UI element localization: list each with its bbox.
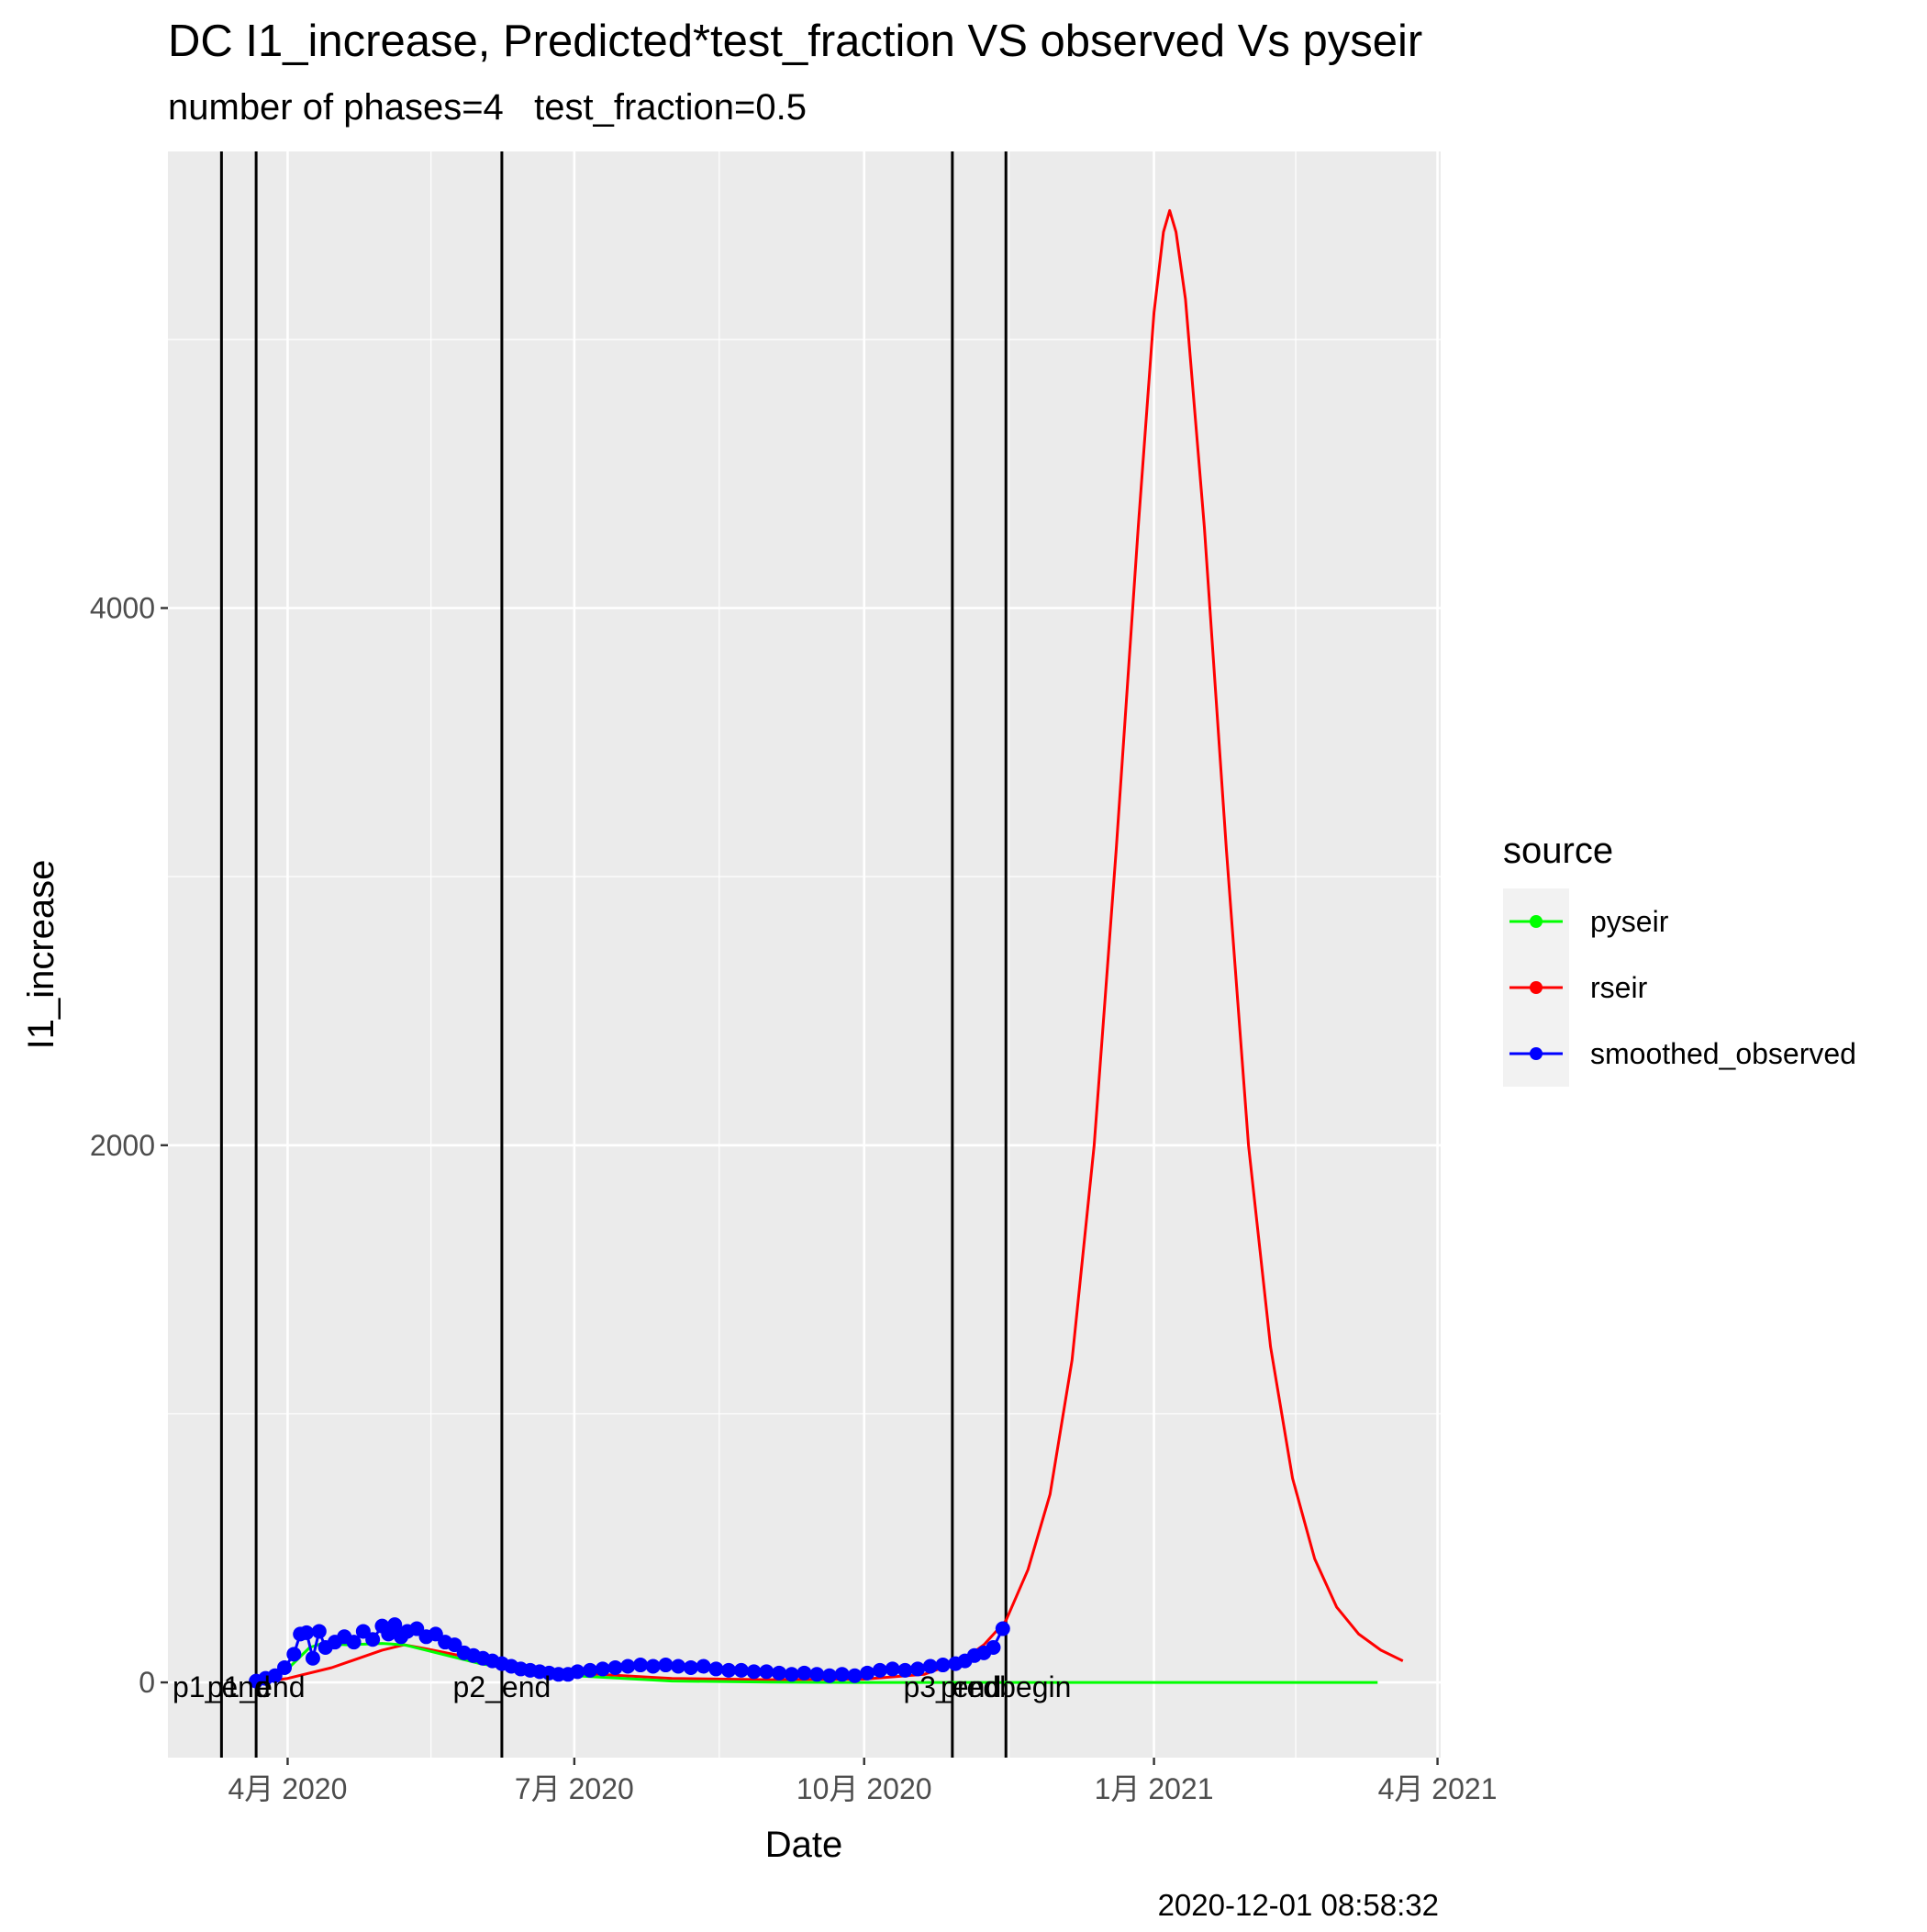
data-point-smoothed_observed xyxy=(286,1647,302,1662)
x-tick-label: 4月 2020 xyxy=(228,1772,348,1805)
data-point-smoothed_observed xyxy=(847,1668,863,1683)
data-point-smoothed_observed xyxy=(620,1658,636,1674)
data-point-smoothed_observed xyxy=(658,1658,674,1673)
phase-label: p2_end xyxy=(453,1670,551,1703)
legend-key-point xyxy=(1530,981,1543,994)
timestamp-caption: 2020-12-01 08:58:32 xyxy=(1158,1888,1439,1922)
axis-layer: 0 2000 4000 4月 2020 7月 2020 10月 2020 1月 2021 4月… xyxy=(90,591,1498,1805)
data-point-smoothed_observed xyxy=(708,1661,724,1677)
data-point-smoothed_observed xyxy=(570,1664,585,1680)
data-point-smoothed_observed xyxy=(346,1635,362,1650)
grid-layer xyxy=(168,151,1441,1758)
x-axis-title: Date xyxy=(765,1825,843,1865)
data-point-smoothed_observed xyxy=(387,1617,403,1633)
data-point-smoothed_observed xyxy=(595,1661,610,1677)
x-tick-label: 10月 2020 xyxy=(796,1772,932,1805)
y-tick-label: 4000 xyxy=(90,591,155,624)
chart-subtitle: number of phases=4 test_fraction=0.5 xyxy=(168,87,807,128)
data-point-smoothed_observed xyxy=(607,1659,623,1675)
x-tick-label: 4月 2021 xyxy=(1378,1772,1498,1805)
plot-panel xyxy=(168,151,1441,1758)
vline-layer xyxy=(219,151,1008,1758)
data-point-smoothed_observed xyxy=(796,1665,812,1681)
legend: source pyseir rseir smoothed_observed xyxy=(1503,831,1856,1087)
legend-label: pyseir xyxy=(1590,905,1669,938)
data-point-smoothed_observed xyxy=(834,1667,850,1682)
data-point-smoothed_observed xyxy=(311,1624,327,1639)
data-point-smoothed_observed xyxy=(910,1661,926,1677)
data-point-smoothed_observed xyxy=(721,1662,737,1678)
phase-label: predbegin xyxy=(941,1670,1071,1703)
data-point-smoothed_observed xyxy=(860,1665,875,1681)
data-point-smoothed_observed xyxy=(632,1658,648,1673)
data-point-smoothed_observed xyxy=(885,1661,900,1677)
phase-label: p1_end xyxy=(207,1670,306,1703)
data-point-smoothed_observed xyxy=(872,1662,887,1678)
phase-label: p1_end xyxy=(173,1670,271,1703)
x-tick-label: 7月 2020 xyxy=(515,1772,634,1805)
y-axis-title: I1_increase xyxy=(21,860,61,1050)
data-point-smoothed_observed xyxy=(583,1662,598,1678)
data-point-smoothed_observed xyxy=(935,1658,951,1673)
data-point-smoothed_observed xyxy=(746,1664,762,1680)
data-point-smoothed_observed xyxy=(671,1658,686,1674)
legend-label: smoothed_observed xyxy=(1590,1037,1856,1070)
legend-key-point xyxy=(1530,1047,1543,1060)
data-point-smoothed_observed xyxy=(986,1640,1001,1656)
data-point-smoothed_observed xyxy=(897,1662,913,1678)
series-layer xyxy=(249,208,1404,1689)
data-point-smoothed_observed xyxy=(809,1667,825,1682)
data-point-smoothed_observed xyxy=(995,1621,1010,1636)
data-point-smoothed_observed xyxy=(365,1632,381,1647)
data-point-smoothed_observed xyxy=(759,1664,774,1680)
data-point-smoothed_observed xyxy=(683,1659,698,1675)
data-point-smoothed_observed xyxy=(277,1659,293,1675)
data-point-smoothed_observed xyxy=(772,1665,787,1681)
chart-title: DC I1_increase, Predicted*test_fraction … xyxy=(168,17,1422,66)
data-point-smoothed_observed xyxy=(733,1662,749,1678)
data-point-smoothed_observed xyxy=(299,1625,315,1640)
y-tick-label: 0 xyxy=(139,1666,155,1699)
data-point-smoothed_observed xyxy=(305,1650,320,1666)
data-point-smoothed_observed xyxy=(922,1658,938,1674)
data-point-smoothed_observed xyxy=(645,1658,661,1674)
data-point-smoothed_observed xyxy=(696,1658,711,1674)
legend-label: rseir xyxy=(1590,971,1648,1004)
data-point-smoothed_observed xyxy=(821,1668,837,1683)
data-point-smoothed_observed xyxy=(784,1667,799,1682)
x-tick-label: 1月 2021 xyxy=(1095,1772,1214,1805)
y-tick-label: 2000 xyxy=(90,1129,155,1162)
phase-label: p3_end xyxy=(903,1670,1001,1703)
legend-title: source xyxy=(1503,831,1613,871)
legend-key-point xyxy=(1530,915,1543,928)
